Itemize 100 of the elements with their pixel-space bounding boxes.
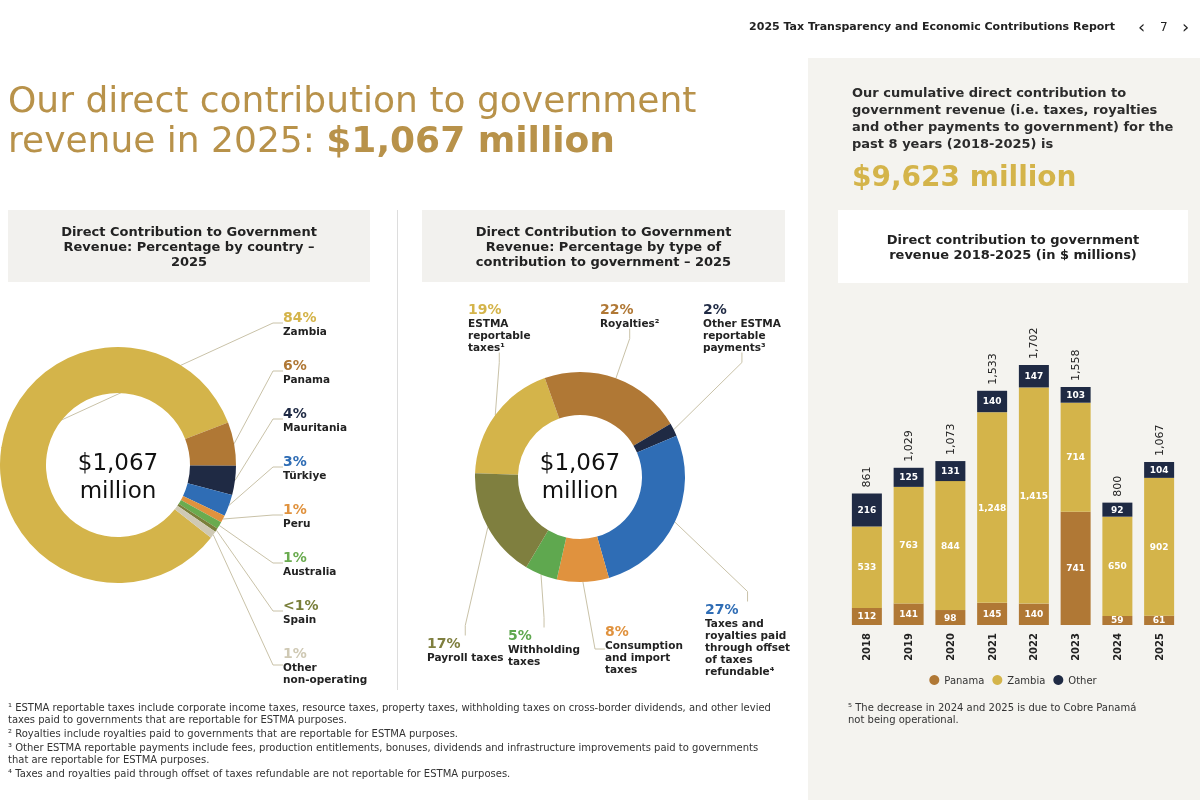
data-label: 27% xyxy=(705,600,739,617)
text: Our cumulative direct contribution to government revenue (i.e. taxes, royalties and other payments to government) for the past 8 years (2018-2025) is xyxy=(852,84,1175,152)
total-label: 1,533 xyxy=(985,353,999,385)
slice-label: Zambia xyxy=(283,325,327,337)
text: ⁴ Taxes and royalties paid through offset of taxes refundable are not reportable for ESTMA purposes. xyxy=(8,768,512,780)
data-label: 1,248 xyxy=(977,502,1007,513)
legend-label: Zambia xyxy=(1007,674,1046,686)
total-label: 1,702 xyxy=(1027,327,1041,359)
bar xyxy=(1018,387,1049,604)
data-label: 147 xyxy=(1024,371,1044,382)
data-label: 84% xyxy=(283,308,317,325)
data-label: 98 xyxy=(944,612,957,623)
data-label: 902 xyxy=(1149,541,1169,552)
data-label: 3% xyxy=(283,452,307,469)
chart-title: Direct Contribution to Government Revenue: Percentage by type of contribution to government – 2025 xyxy=(422,210,785,282)
text: ⁵ The decrease in 2024 and 2025 is due to Cobre Panamá not being operational. xyxy=(848,702,1138,726)
data-label: <1% xyxy=(283,596,319,613)
slice-label: Payroll taxes xyxy=(427,651,504,663)
text: ² Royalties include royalties paid to governments that are reportable for ESTMA purposes. xyxy=(8,728,460,740)
data-label: 92 xyxy=(1111,504,1124,515)
bar xyxy=(1060,511,1091,625)
total-label: 1,067 xyxy=(1152,424,1166,456)
data-label: 4% xyxy=(283,404,307,421)
slice-label: Consumption and import taxes xyxy=(605,639,683,675)
x-tick-label: 2019 xyxy=(903,632,915,661)
data-label: 22% xyxy=(600,300,634,317)
data-label: 844 xyxy=(940,540,960,551)
slice-label: Mauritania xyxy=(283,421,348,433)
data-label: 104 xyxy=(1149,464,1169,475)
data-label: 59 xyxy=(1111,615,1124,626)
total-label: 861 xyxy=(860,466,874,488)
data-label: 533 xyxy=(857,562,877,573)
data-label: 1% xyxy=(283,644,307,661)
data-label: 2% xyxy=(703,300,727,317)
text: 2025 Tax Transparency and Economic Contributions Report xyxy=(748,20,1115,33)
total-label: 1,558 xyxy=(1069,349,1083,381)
data-label: 140 xyxy=(982,396,1002,407)
data-label: 112 xyxy=(857,611,877,622)
slice-label: Taxes and royalties paid through offset of taxes refundable⁴ xyxy=(705,617,791,677)
data-label: 714 xyxy=(1066,452,1086,463)
slice-label: Other non-operating xyxy=(283,661,368,685)
text: ‹ xyxy=(1138,16,1146,37)
data-label: 61 xyxy=(1152,615,1166,626)
text: › xyxy=(1182,16,1190,37)
total-label: 1,029 xyxy=(902,430,916,462)
text: $1,067 million xyxy=(76,448,160,504)
bar xyxy=(893,486,924,604)
slice-label: Withholding taxes xyxy=(508,643,581,667)
bar xyxy=(1144,477,1175,616)
legend-label: Other xyxy=(1068,674,1098,686)
x-tick-label: 2025 xyxy=(1153,632,1165,661)
bar xyxy=(851,493,882,527)
total-label: 1,073 xyxy=(943,423,957,456)
total-label: 800 xyxy=(1110,475,1124,497)
bar xyxy=(1060,402,1091,512)
data-label: 1% xyxy=(283,500,307,517)
slice-label: Royalties² xyxy=(600,317,660,329)
data-label: 1,415 xyxy=(1019,490,1049,501)
text: $1,067 million xyxy=(538,448,622,504)
slice-label: Türkiye xyxy=(283,469,327,481)
bar xyxy=(935,481,966,611)
x-tick-label: 2024 xyxy=(1111,632,1123,661)
text: $9,623 million xyxy=(852,160,1077,193)
data-label: 741 xyxy=(1066,563,1086,574)
data-label: 103 xyxy=(1066,389,1086,400)
text: ¹ ESTMA reportable taxes include corporate income taxes, resource taxes, property taxes, withholding taxes on cross-border dividends, and other levied taxes paid to governments that are reportable for ESTMA purposes. xyxy=(8,702,772,726)
legend-label: Panama xyxy=(944,674,985,686)
bar xyxy=(851,526,882,608)
chart-title: Direct Contribution to Government Revenue: Percentage by country – 2025 xyxy=(8,210,370,282)
text: ³ Other ESTMA reportable payments include fees, production entitlements, bonuses, dividends and infrastructure improvements paid to governments that are reportable for ESTMA purposes. xyxy=(8,742,760,766)
slice-label: ESTMA reportable taxes¹ xyxy=(468,317,531,353)
x-tick-label: 2020 xyxy=(944,632,956,661)
data-label: 131 xyxy=(940,466,960,477)
x-tick-label: 2021 xyxy=(986,632,998,661)
x-tick-label: 2022 xyxy=(1028,632,1040,661)
data-label: 216 xyxy=(857,504,877,515)
text: $1,067 million xyxy=(326,119,615,160)
data-label: 125 xyxy=(899,472,919,483)
slice-label: Spain xyxy=(283,613,317,625)
data-label: 6% xyxy=(283,356,307,373)
data-label: 650 xyxy=(1107,561,1127,572)
x-tick-label: 2018 xyxy=(861,632,873,661)
slice-label: Peru xyxy=(283,517,311,529)
text: 7 xyxy=(1160,20,1168,34)
data-label: 763 xyxy=(899,540,919,551)
data-label: 140 xyxy=(1024,609,1044,620)
slice-label: Australia xyxy=(283,565,337,577)
bar xyxy=(1102,516,1133,616)
data-label: 145 xyxy=(982,608,1002,619)
bar xyxy=(977,412,1008,603)
x-tick-label: 2023 xyxy=(1070,632,1082,661)
slice-label: Other ESTMA reportable payments³ xyxy=(703,317,782,353)
data-label: 19% xyxy=(468,300,502,317)
data-label: 17% xyxy=(427,634,461,651)
slice-label: Panama xyxy=(283,373,331,385)
chart-title: Direct contribution to government revenue 2018-2025 (in $ millions) xyxy=(838,210,1188,283)
data-label: 1% xyxy=(283,548,307,565)
data-label: 141 xyxy=(899,609,919,620)
data-label: 5% xyxy=(508,626,532,643)
data-label: 8% xyxy=(605,622,629,639)
